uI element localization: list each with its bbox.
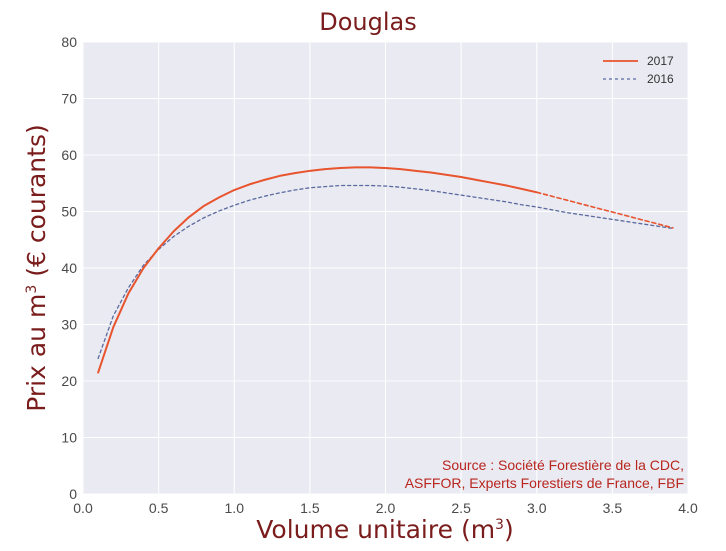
series-2017-line: [97, 166, 538, 374]
x-tick-label: 1.5: [300, 500, 320, 516]
series-2017-projection-line: [535, 191, 674, 229]
legend-label-2016: 2016: [647, 72, 674, 86]
y-tick-label: 30: [61, 317, 77, 333]
x-tick-label: 1.0: [225, 500, 245, 516]
y-tick-label: 60: [61, 147, 77, 163]
x-tick-label: 0.0: [73, 500, 93, 516]
x-tick-label: 2.0: [376, 500, 396, 516]
source-line-2: ASFFOR, Experts Forestiers de France, FB…: [405, 475, 684, 491]
x-axis-label: Volume unitaire (m3): [256, 515, 513, 544]
y-tick-labels: 0 10 20 30 40 50 60 70 80: [61, 34, 77, 502]
series-2016-line: [97, 184, 674, 360]
y-tick-label: 70: [61, 91, 77, 107]
y-tick-label: 20: [61, 373, 77, 389]
gridlines: [82, 41, 689, 495]
x-tick-labels: 0.0 0.5 1.0 1.5 2.0 2.5 3.0 3.5 4.0: [73, 500, 698, 516]
x-tick-label: 3.5: [603, 500, 623, 516]
x-tick-label: 0.5: [149, 500, 169, 516]
y-tick-label: 0: [69, 486, 77, 502]
chart-title: Douglas: [319, 8, 417, 36]
x-tick-label: 3.0: [527, 500, 547, 516]
y-tick-label: 10: [61, 430, 77, 446]
source-annotation: Source : Société Forestière de la CDC, A…: [405, 457, 684, 491]
y-tick-label: 40: [61, 260, 77, 276]
series-lines: [97, 166, 674, 374]
legend-label-2017: 2017: [647, 54, 674, 68]
x-tick-label: 4.0: [678, 500, 698, 516]
y-tick-label: 80: [61, 34, 77, 50]
legend: 2017 2016: [603, 54, 674, 86]
y-tick-label: 50: [61, 204, 77, 220]
source-line-1: Source : Société Forestière de la CDC,: [442, 457, 684, 473]
x-tick-label: 2.5: [451, 500, 471, 516]
y-axis-label: Prix au m3 (€ courants): [22, 124, 51, 411]
